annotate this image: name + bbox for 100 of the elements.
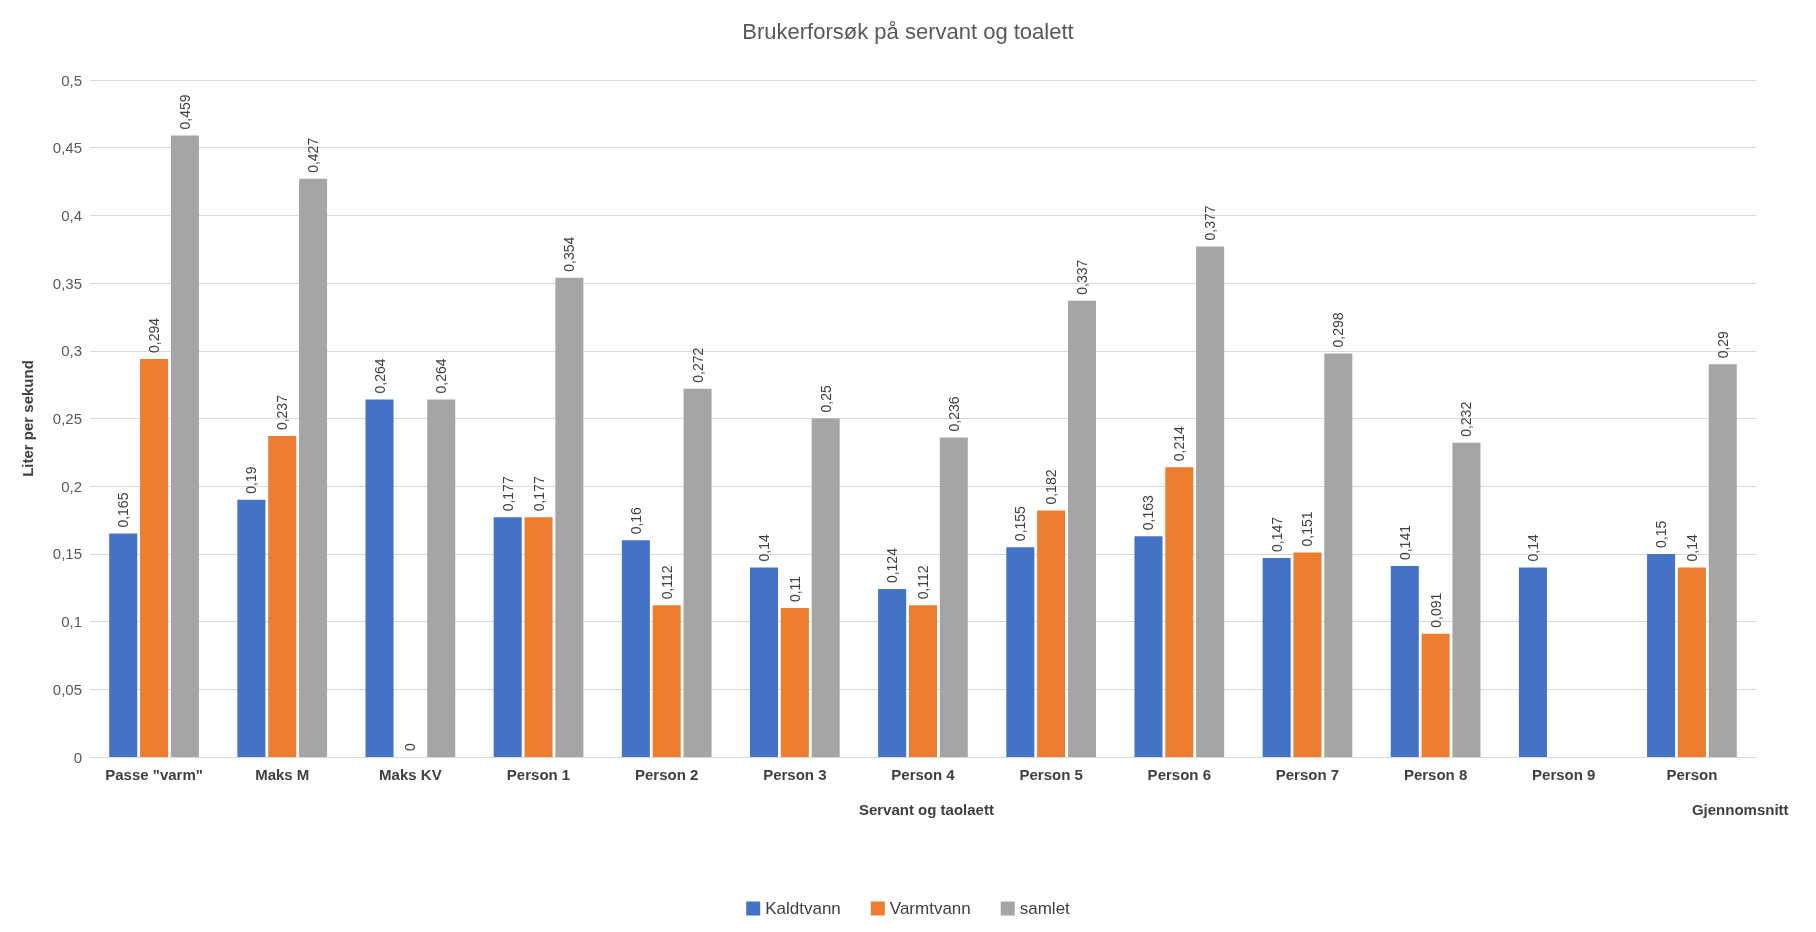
bar [1293, 552, 1322, 757]
bar [427, 399, 456, 757]
data-label: 0,124 [884, 547, 901, 584]
bar [1196, 246, 1225, 757]
bar [170, 135, 199, 757]
bar [1324, 353, 1353, 757]
bar [1390, 566, 1419, 757]
legend-label: samlet [1019, 899, 1071, 918]
data-label: 0,091 [1427, 592, 1444, 628]
bar [1421, 633, 1450, 757]
bar [1708, 364, 1737, 757]
x-tick-label: Person 4 [891, 766, 956, 783]
bar [524, 517, 553, 757]
bar [109, 533, 138, 757]
x-tick-label: Maks M [255, 766, 310, 783]
bar [268, 436, 297, 757]
bar [939, 437, 968, 757]
data-label: 0,16 [627, 506, 644, 535]
data-label: 0,14 [1524, 533, 1541, 562]
data-label: 0,177 [530, 476, 547, 512]
bar [1677, 567, 1706, 757]
data-label: 0,112 [658, 565, 675, 600]
data-label: 0,141 [1396, 524, 1413, 561]
data-label: 0,377 [1202, 205, 1219, 241]
data-label: 0,459 [176, 94, 193, 130]
x-tick-label: Person 7 [1275, 766, 1340, 783]
data-label: 0,163 [1140, 495, 1157, 531]
x-tick-label: Passe "varm" [105, 766, 203, 783]
data-label: 0,151 [1299, 511, 1316, 547]
data-label: 0,11 [786, 575, 803, 603]
data-label: 0,237 [274, 394, 291, 431]
bar [1647, 553, 1676, 757]
y-axis-title: Liter per sekund [19, 360, 36, 477]
data-label: 0,14 [1683, 533, 1700, 562]
data-label: 0,337 [1073, 259, 1090, 295]
data-label: 0,232 [1458, 401, 1475, 437]
y-tick-label: 0,1 [61, 613, 82, 631]
data-label: 0,165 [115, 492, 132, 528]
bar [493, 517, 522, 757]
bar [1006, 547, 1035, 757]
y-tick-label: 0,2 [61, 477, 82, 495]
data-label: 0,264 [433, 358, 450, 394]
y-tick-label: 0 [73, 748, 82, 766]
data-label: 0,177 [499, 476, 516, 512]
legend-label: Kaldtvann [765, 899, 841, 918]
data-label: 0,354 [561, 236, 578, 272]
data-label: 0,112 [915, 565, 931, 600]
data-label: 0,294 [146, 317, 163, 353]
bar [652, 605, 681, 757]
y-tick-label: 0,45 [52, 139, 82, 157]
bar [237, 499, 266, 757]
x-tick-label: Person [1666, 766, 1718, 783]
x-tick-label: Person 5 [1019, 766, 1083, 783]
bar [1037, 510, 1066, 757]
bar [1452, 442, 1481, 757]
bar [878, 589, 907, 757]
text: Servant og taolaett [858, 801, 994, 818]
data-label: 0,155 [1012, 505, 1029, 542]
data-label: 0,14 [756, 533, 773, 562]
data-label: 0,29 [1714, 330, 1731, 359]
bar [811, 418, 840, 757]
x-tick-label: Person 3 [763, 766, 827, 783]
data-label: 0,236 [945, 396, 962, 432]
data-label: 0,427 [305, 137, 322, 173]
y-tick-label: 0,15 [52, 545, 82, 563]
y-tick-label: 0,4 [61, 206, 82, 224]
bar [1165, 467, 1194, 757]
x-tick-label: Person 9 [1532, 766, 1596, 783]
legend-label: Varmtvann [889, 899, 971, 918]
x-tick-label: Person 6 [1147, 766, 1211, 783]
y-tick-label: 0,3 [61, 342, 82, 360]
bar [908, 605, 938, 757]
bar [365, 399, 394, 757]
data-label: 0,264 [371, 358, 388, 394]
bar [140, 358, 169, 757]
data-label: 0 [402, 743, 419, 751]
y-tick-label: 0,25 [52, 410, 82, 427]
data-label: 0,19 [243, 466, 260, 494]
x-tick-label: Person 8 [1403, 766, 1468, 783]
bar [683, 388, 712, 757]
data-label: 0,147 [1268, 516, 1285, 552]
x-tick-label: Maks KV [379, 766, 442, 783]
bar [299, 178, 328, 757]
data-label: 0,182 [1043, 469, 1060, 505]
data-label: 0,298 [1330, 312, 1347, 348]
data-label: 0,25 [817, 385, 834, 413]
bar [1134, 536, 1163, 757]
text: Gjennomsnitt [1691, 801, 1789, 818]
bar [1262, 557, 1291, 757]
data-label: 0,272 [689, 347, 706, 383]
x-tick-label: Person 1 [506, 766, 571, 783]
bar [749, 567, 779, 757]
bar [1067, 300, 1097, 757]
y-tick-label: 0,35 [52, 274, 82, 292]
data-label: 0,214 [1171, 426, 1188, 462]
bar [1518, 567, 1547, 757]
bar [621, 540, 650, 757]
x-tick-label: Person 2 [635, 766, 699, 783]
chart-title: Brukerforsøk på servant og toalett [742, 18, 1074, 44]
y-tick-label: 0,05 [52, 680, 82, 698]
